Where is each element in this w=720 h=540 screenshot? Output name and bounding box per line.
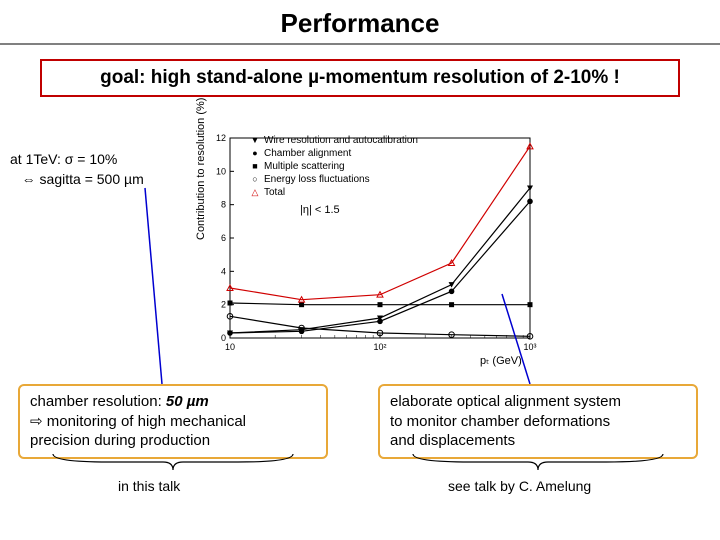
svg-text:10²: 10² [373,342,386,352]
brace-right [408,452,668,474]
brace-left [48,452,298,474]
svg-text:10³: 10³ [523,342,536,352]
callout-right-l3: and displacements [390,432,515,449]
svg-text:12: 12 [216,133,226,143]
callout-chamber-resolution: chamber resolution: 50 µm ⇨ monitoring o… [18,384,328,459]
callout-left-l1a: chamber resolution: [30,393,166,410]
goal-box: goal: high stand-alone µ-momentum resolu… [40,59,680,97]
legend-item: ●Chamber alignment [250,147,418,160]
talk-ref-left: in this talk [118,478,180,494]
callout-right-l1: elaborate optical alignment system [390,393,621,410]
talk-ref-right: see talk by C. Amelung [448,478,591,494]
callout-left-l3: precision during production [30,432,210,449]
callout-left-l2: ⇨ monitoring of high mechanical [30,413,246,430]
legend-item: △Total [250,186,418,199]
annotation-line1: at 1TeV: σ = 10% [10,151,117,167]
callout-left-l1b: 50 µm [166,393,209,410]
svg-text:4: 4 [221,266,226,276]
chart-xlabel: pₜ (GeV) [480,354,522,367]
svg-text:8: 8 [221,200,226,210]
legend-item: ○Energy loss fluctuations [250,173,418,186]
svg-text:6: 6 [221,233,226,243]
svg-text:10: 10 [225,342,235,352]
callout-alignment-system: elaborate optical alignment system to mo… [378,384,698,459]
eta-label: |η| < 1.5 [300,204,340,216]
callout-right-l2: to monitor chamber deformations [390,413,610,430]
legend-item: ■Multiple scattering [250,160,418,173]
page-title: Performance [0,0,720,43]
legend-item: ▼Wire resolution and autocalibration [250,134,418,147]
chart-legend: ▼Wire resolution and autocalibration●Cha… [250,134,418,199]
svg-text:10: 10 [216,166,226,176]
tev-annotation: at 1TeV: σ = 10% ⇔ sagitta = 500 µm [10,150,144,189]
title-underline [0,43,720,45]
svg-text:2: 2 [221,300,226,310]
annotation-line2: ⇔ sagitta = 500 µm [22,171,144,187]
